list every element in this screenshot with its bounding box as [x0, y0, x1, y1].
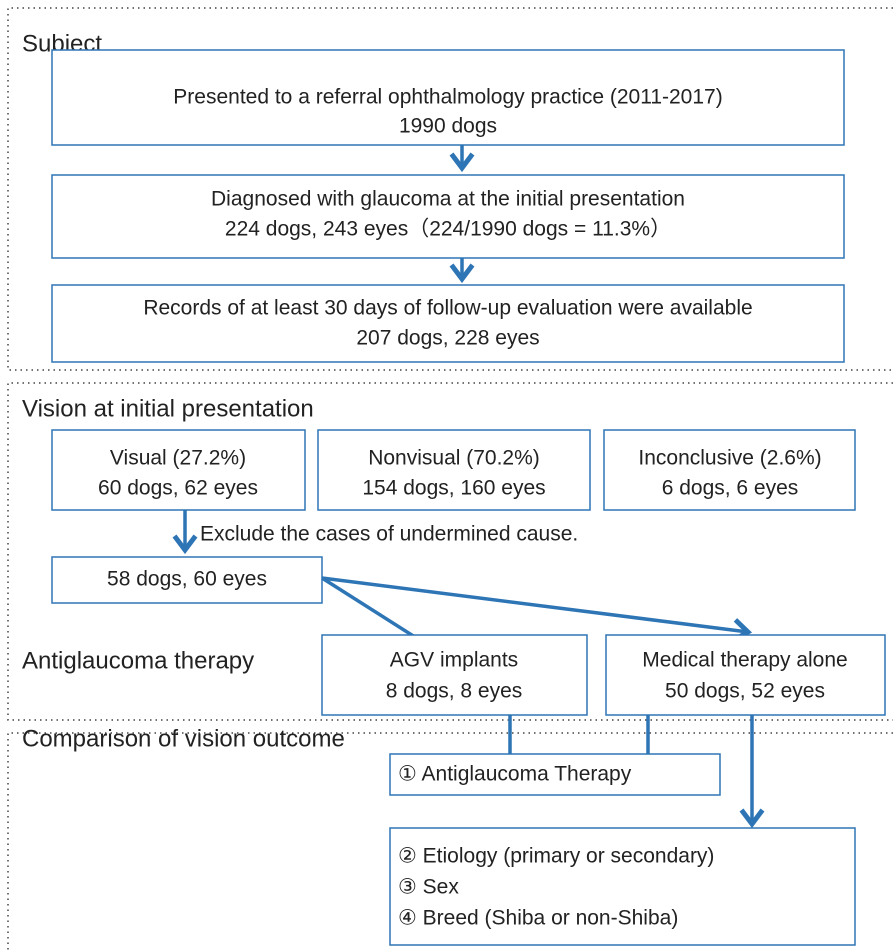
box — [389, 827, 856, 946]
box — [603, 429, 856, 511]
box-text: 8 dogs, 8 eyes — [386, 680, 523, 703]
item: ② Etiology (primary or secondary) — [398, 845, 714, 868]
box — [321, 634, 588, 716]
box-text: 58 dogs, 60 eyes — [107, 568, 267, 591]
box-text: 6 dogs, 6 eyes — [662, 477, 799, 500]
box-text: Presented to a referral ophthalmology pr… — [173, 86, 722, 109]
therapy-label: Antiglaucoma therapy — [22, 647, 254, 674]
section-title: Vision at initial presentation — [22, 395, 314, 422]
section-border — [7, 7, 893, 371]
box-text: 207 dogs, 228 eyes — [356, 327, 539, 350]
box — [317, 429, 591, 511]
item: ① Antiglaucoma Therapy — [398, 763, 632, 786]
note: Exclude the cases of undermined cause. — [200, 523, 578, 546]
box-text: Diagnosed with glaucoma at the initial p… — [211, 188, 685, 211]
box — [389, 753, 721, 796]
box-text: 1990 dogs — [399, 115, 497, 138]
box — [51, 556, 323, 604]
box — [51, 49, 845, 146]
box-text: 154 dogs, 160 eyes — [362, 477, 545, 500]
box — [51, 174, 845, 259]
box — [605, 634, 886, 716]
box-text: Medical therapy alone — [642, 649, 847, 672]
box-text: Inconclusive (2.6%) — [638, 447, 821, 470]
box-text: 50 dogs, 52 eyes — [665, 680, 825, 703]
box-text: Visual (27.2%) — [110, 447, 246, 470]
box-text: Nonvisual (70.2%) — [368, 447, 540, 470]
box-text: Records of at least 30 days of follow-up… — [143, 297, 752, 320]
item: ④ Breed (Shiba or non-Shiba) — [398, 907, 678, 930]
item: ③ Sex — [398, 876, 459, 899]
section-title: Comparison of vision outcome — [22, 725, 345, 752]
box-text: 60 dogs, 62 eyes — [98, 477, 258, 500]
box — [51, 284, 845, 363]
box — [51, 429, 306, 511]
box-text: 224 dogs, 243 eyes（224/1990 dogs = 11.3%… — [225, 218, 671, 241]
arrow — [321, 576, 753, 643]
box-text: AGV implants — [390, 649, 518, 672]
